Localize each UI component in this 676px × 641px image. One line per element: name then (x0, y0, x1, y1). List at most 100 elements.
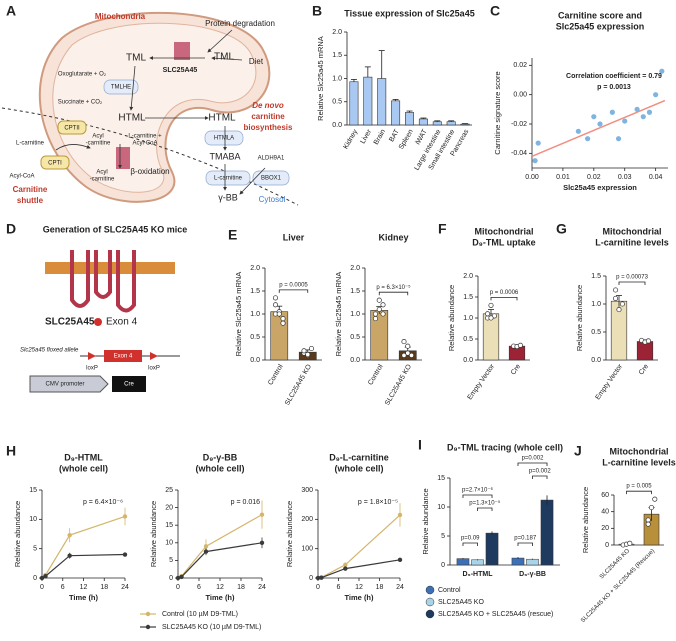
x-tick-label: 24 (121, 584, 129, 591)
data-point (122, 552, 128, 557)
significance-bracket (490, 297, 518, 301)
series-line (317, 559, 401, 579)
label: Succinate + CO₂ (58, 100, 103, 106)
panel-letter: B (312, 3, 322, 19)
y-tick-label: -0.04 (511, 150, 527, 157)
x-tick-label: Control (367, 363, 385, 386)
data-point (591, 114, 597, 120)
cre-box (112, 376, 146, 392)
transporter (116, 147, 130, 169)
label: Carnitine (13, 185, 48, 194)
x-tick-label: SLC25A45 KO (284, 363, 313, 407)
inner-membrane (52, 22, 257, 193)
chart-title: L-carnitine levels (602, 457, 676, 467)
chart-title: L-carnitine levels (595, 237, 669, 247)
fit-line (531, 99, 666, 157)
data-point (376, 297, 382, 303)
arrow (129, 65, 136, 111)
x-tick-label: Empty Vector (467, 363, 497, 402)
data-point (659, 68, 665, 74)
bar (485, 532, 499, 566)
bar (511, 557, 525, 566)
x-tick-label: 24 (396, 584, 404, 591)
x-tick-label: Kidney (343, 128, 360, 150)
x-tick-label: 18 (376, 584, 384, 591)
chart-title: (whole cell) (195, 463, 244, 473)
p-value: p = 6.3×10⁻⁵ (376, 284, 411, 291)
data-point (372, 311, 379, 317)
enzyme-box (57, 120, 87, 135)
data-point (179, 574, 184, 580)
y-tick-label: 0 (309, 575, 313, 582)
label: -carnitine (86, 141, 111, 147)
y-tick-label: 2.0 (463, 273, 473, 280)
transporter (174, 42, 190, 60)
y-axis-label: Relative Slc25a45 mRNA (316, 36, 325, 121)
label: TMABA (209, 151, 240, 161)
panel-letter: G (556, 221, 567, 237)
series-line (177, 542, 263, 579)
x-axis-label: Time (h) (205, 593, 235, 602)
y-tick-label: 0.5 (591, 329, 601, 336)
data-point (276, 311, 282, 317)
x-tick-label: 0.02 (587, 174, 601, 181)
x-tick-label: 0.00 (525, 174, 539, 181)
legend-marker (145, 611, 151, 617)
data-point (619, 301, 625, 307)
enzyme-box (205, 170, 251, 186)
y-tick-label: 10 (29, 516, 37, 523)
y-tick-label: 1.0 (350, 311, 360, 318)
label: SLC25A45 (163, 67, 198, 74)
y-tick-label: 2.0 (350, 265, 360, 272)
y-tick-label: 1.5 (350, 288, 360, 295)
label: HTML (208, 113, 236, 124)
y-tick-label: 5 (441, 533, 445, 540)
promoter-box (29, 375, 109, 393)
x-tick-label: 0.04 (649, 174, 663, 181)
y-tick-label: 300 (301, 487, 313, 494)
significance-bracket (278, 289, 309, 293)
data-point (380, 302, 386, 308)
data-point (272, 302, 279, 308)
significance-bracket (532, 475, 548, 479)
x-tick-label: Brain (373, 128, 387, 146)
y-tick-label: 40 (601, 509, 609, 516)
data-point (532, 158, 538, 164)
y-tick-label: 0.5 (250, 334, 260, 341)
data-point (43, 574, 48, 579)
y-tick-label: 0 (169, 575, 173, 582)
label: BBOX1 (261, 176, 282, 182)
enzyme-box (204, 130, 244, 146)
loxp-sites (88, 352, 158, 360)
data-point (613, 295, 619, 301)
series-line (41, 553, 126, 579)
y-axis-label: Relative Slc25a45 mRNA (234, 272, 243, 357)
label: Oxoglutarate + O₂ (58, 72, 107, 78)
label: HTMLA (214, 136, 234, 142)
panel-letters: B C E F G H I J (6, 3, 582, 459)
data-point (648, 504, 655, 511)
y-tick-label: 1.5 (463, 294, 473, 301)
significance-bracket (462, 542, 478, 546)
data-point (319, 575, 324, 580)
data-point (401, 339, 407, 345)
p-value: p=1.3×10⁻⁵ (469, 500, 501, 507)
data-point (485, 311, 491, 317)
y-axis-label: Relative Slc25a45 mRNA (334, 272, 343, 357)
x-tick-label: SLC25A45 KO (384, 363, 413, 407)
bar (540, 499, 554, 566)
label: Protein degradation (205, 19, 275, 28)
p-value: p=0.002 (529, 469, 552, 475)
data-point (280, 320, 286, 326)
data-point (597, 121, 603, 127)
bar (482, 313, 500, 361)
label: CPTI (48, 161, 62, 167)
y-tick-label: 0.5 (350, 334, 360, 341)
panel-a: A Mitochondria Protein degradation Diet … (1, 3, 299, 206)
chart-title: Kidney (378, 232, 408, 242)
arrow (55, 144, 91, 151)
x-tick-label: D₉-HTML (463, 571, 494, 578)
panel-letter: H (6, 443, 16, 459)
bar (391, 100, 401, 126)
